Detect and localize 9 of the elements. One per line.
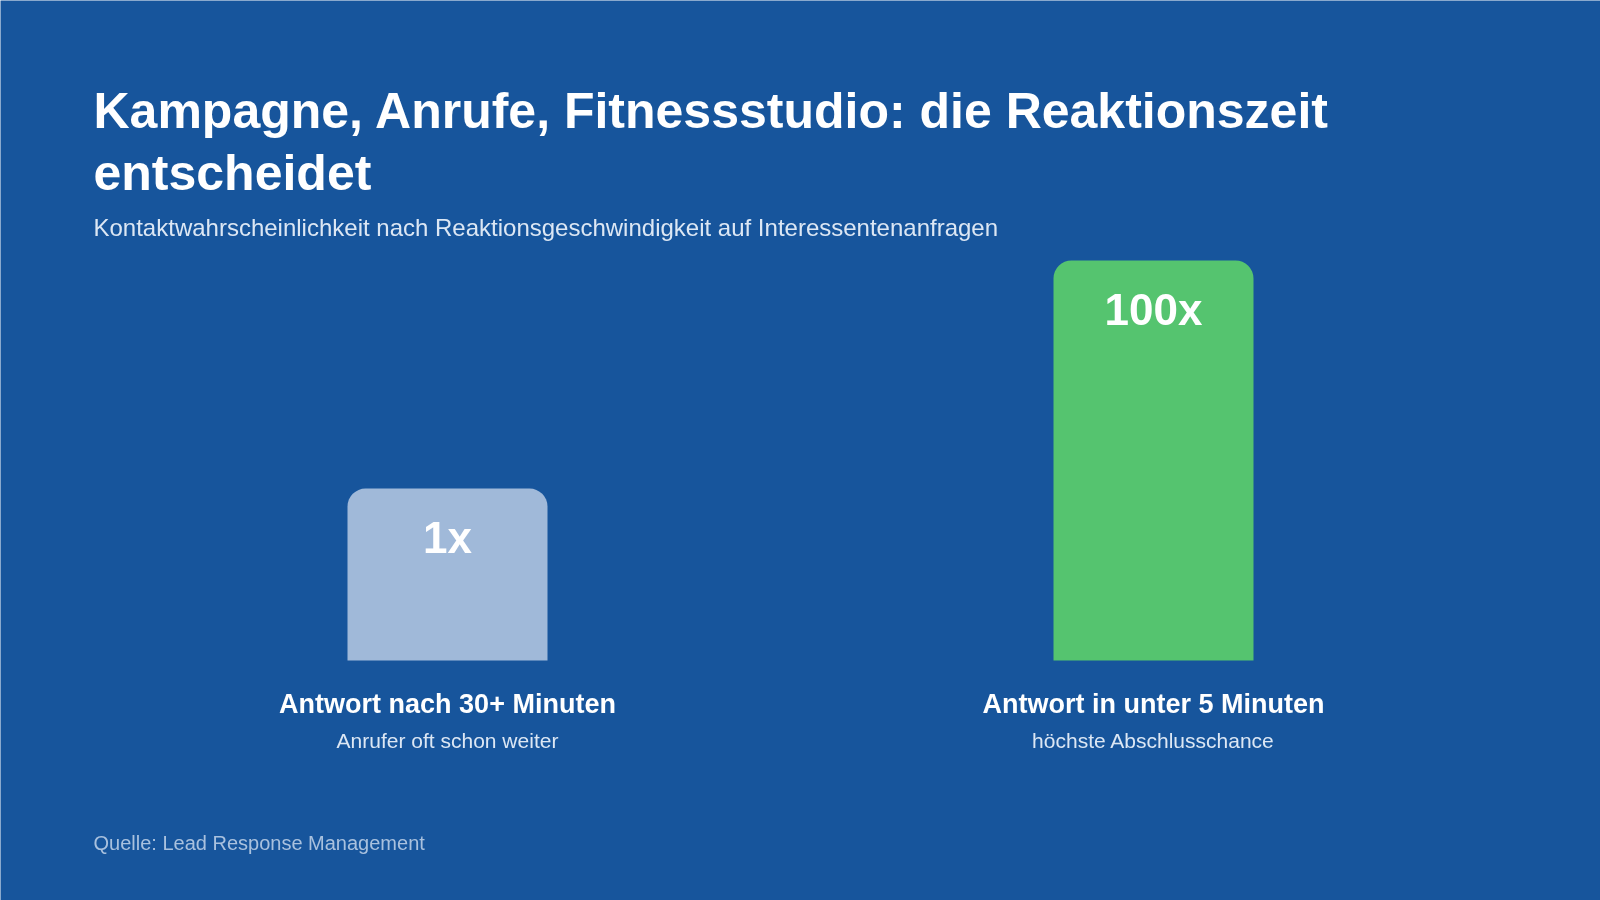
chart-title: Kampagne, Anrufe, Fitnessstudio: die Reaktionszeit entscheidet [93,82,1329,201]
chart-subtitle: Kontaktwahrscheinlichkeit nach Reaktionsgeschwindigkeit auf Interessentenanfragen [93,213,999,241]
text: Anrufer oft schon weiter [336,728,559,752]
data-label: 1x [423,512,473,562]
text: höchste Abschlusschance [1032,728,1274,752]
data-label: 100x [1104,284,1203,334]
source-note: Quelle: Lead Response Management [93,831,426,854]
x-tick-label: Antwort nach 30+ Minuten [279,688,616,719]
x-tick-label: Antwort in unter 5 Minuten [982,688,1325,719]
